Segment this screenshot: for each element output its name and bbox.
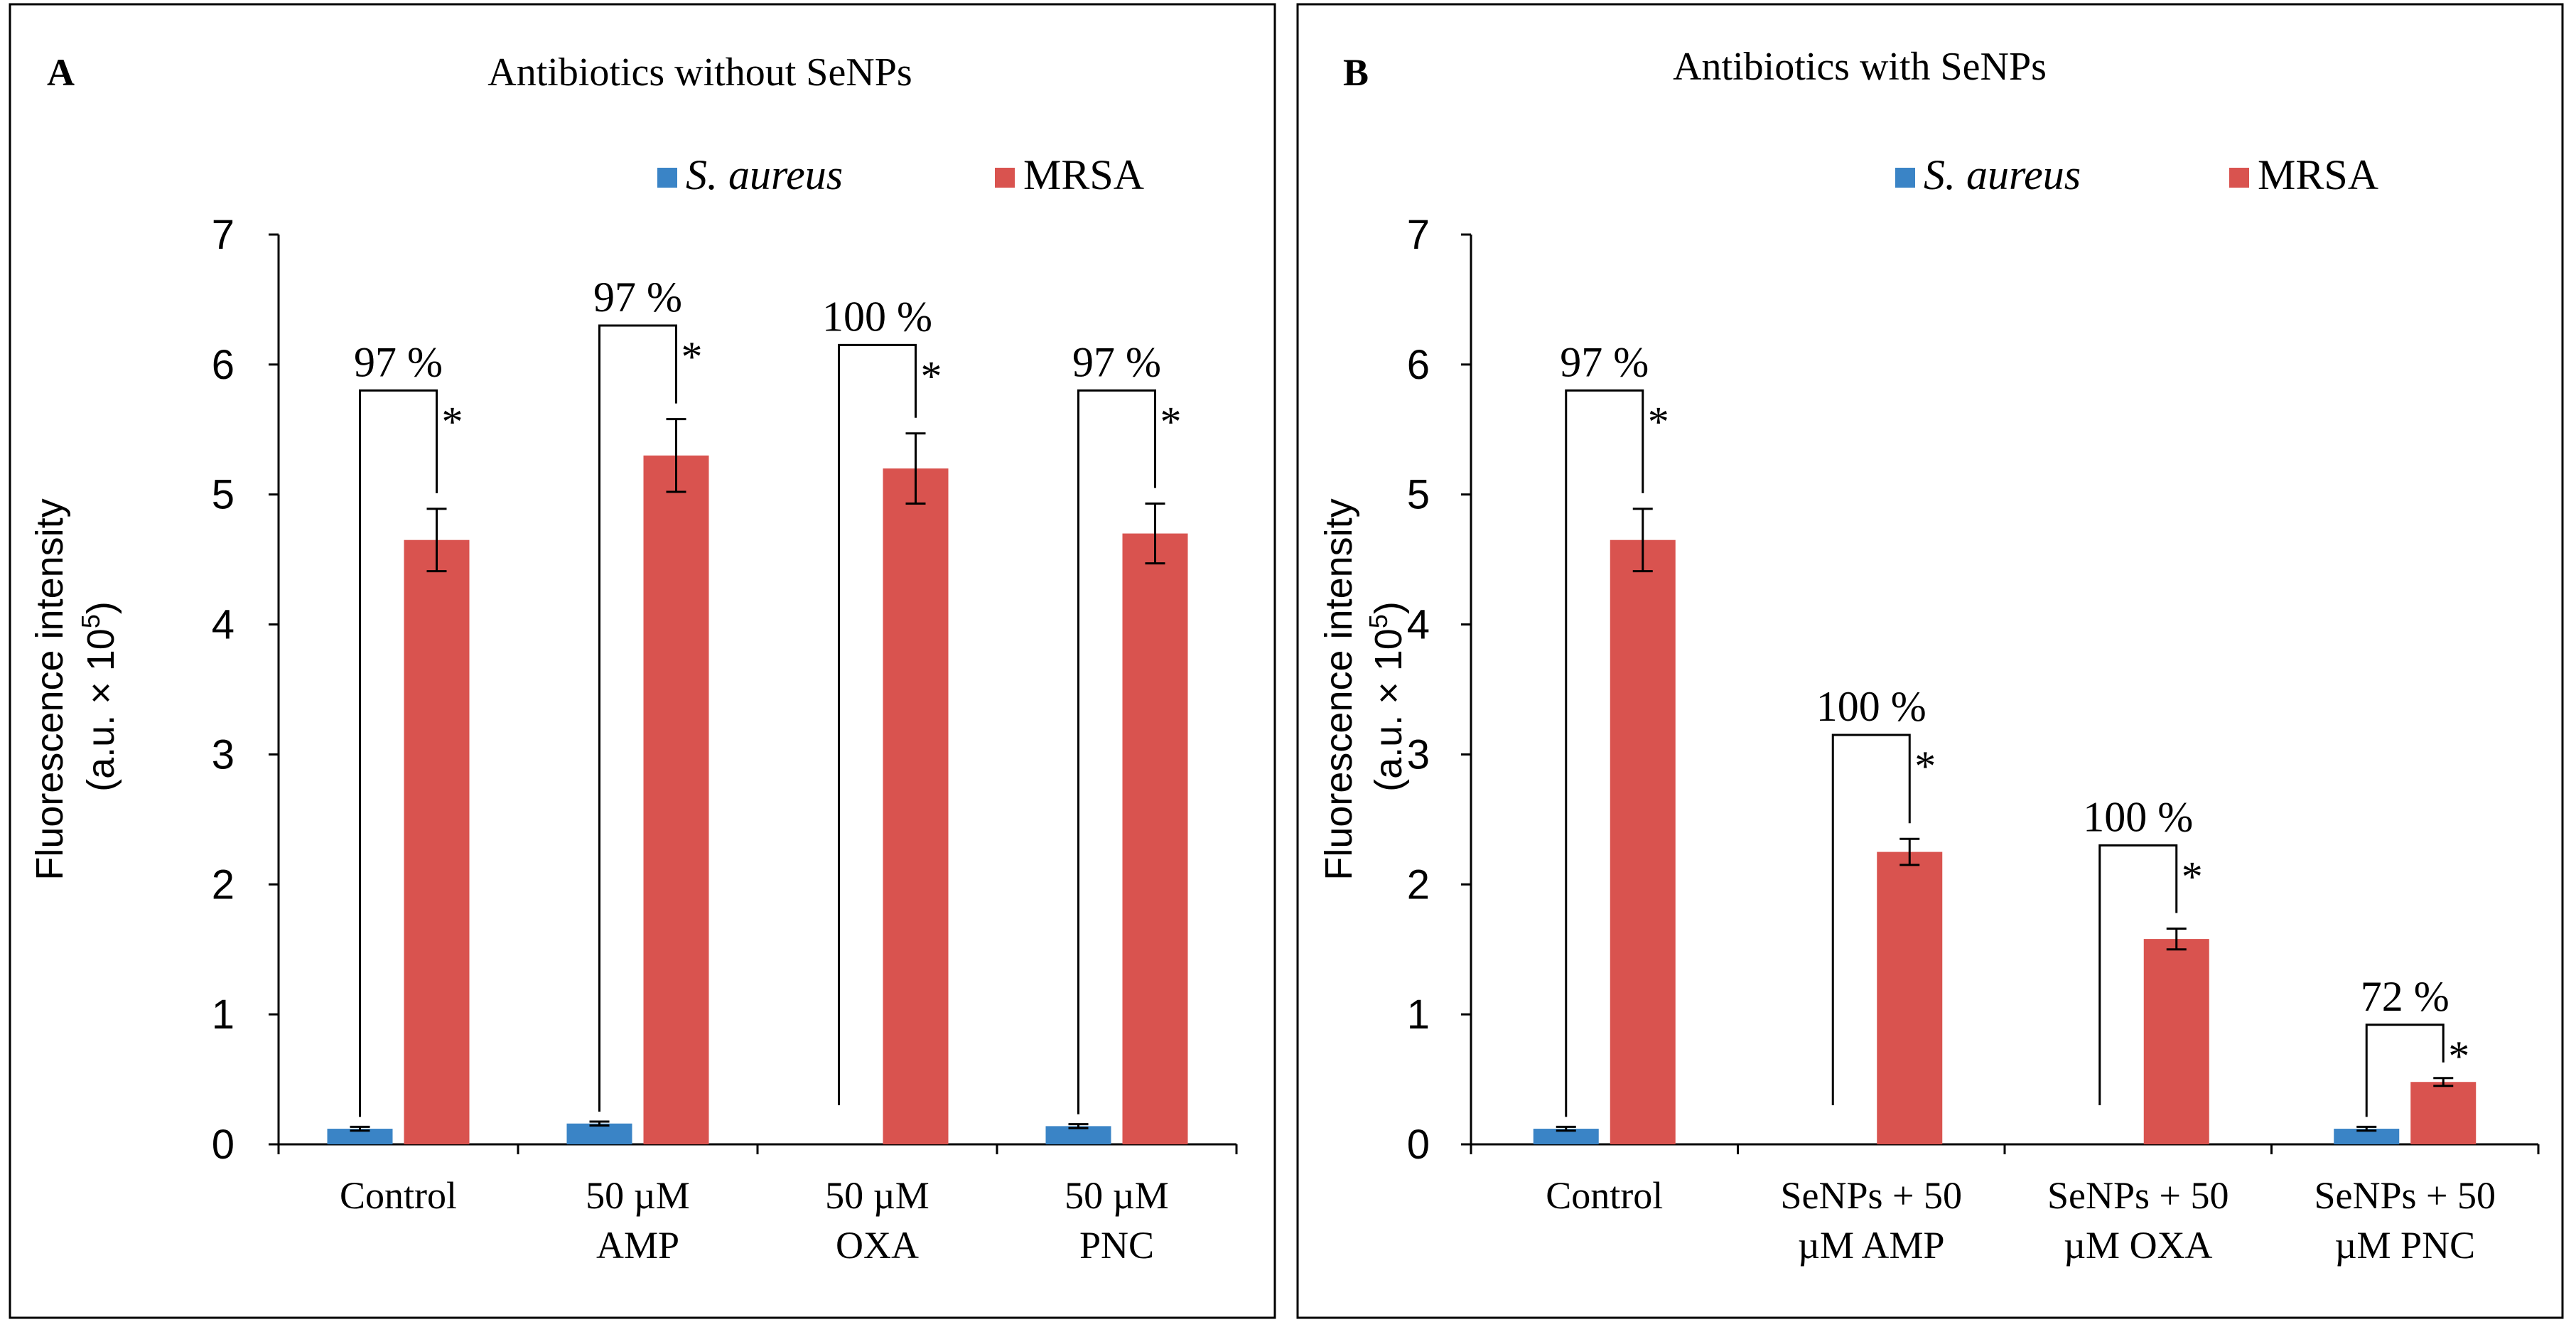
panel-a-percent-label: 97 % — [354, 338, 443, 385]
panel-a-bar-mrsa — [404, 539, 470, 1144]
panel-a-y-tick-label: 0 — [212, 1122, 235, 1168]
panel-b-bar-s-aureus — [2334, 1129, 2400, 1144]
panel-b-percent-label: 100 % — [2083, 793, 2193, 840]
panel-a-chart: A Antibiotics without SeNPs 0 1 2 3 4 5 6 7 Fluo… — [9, 3, 1276, 1319]
panel-a-category-label: AMP — [596, 1224, 679, 1267]
panel-a-bar-s-aureus — [566, 1123, 632, 1144]
panel-b-significance-star: * — [2448, 1033, 2469, 1080]
panel-a-legend-label-1: MRSA — [1023, 151, 1144, 198]
panel-b-significance-star: * — [2182, 853, 2203, 900]
panel-b-significance-star: * — [1914, 743, 1936, 790]
panel-b-bar-mrsa — [2143, 939, 2209, 1144]
panel-a-y-tick-label: 5 — [212, 472, 235, 518]
panel-a-bar-s-aureus — [1045, 1126, 1111, 1144]
panel-a-legend-label-0: S. aureus — [686, 151, 843, 198]
panel-a-significance-star: * — [1160, 398, 1182, 445]
panel-a-y-tick-label: 7 — [212, 212, 235, 258]
panel-b-y-axis-unit: (a.u. × 105) — [1364, 601, 1411, 792]
panel-a-category-label: OXA — [836, 1224, 919, 1267]
panel-a-significance-star: * — [681, 333, 703, 380]
panel-b-category-label: SeNPs + 50 — [1781, 1174, 1963, 1217]
panel-a-legend-swatch-0 — [657, 168, 677, 188]
panel-b-significance-bracket — [2365, 1024, 2445, 1117]
panel-b-y-tick-label: 4 — [1407, 602, 1430, 648]
panel-b-chart: B Antibiotics with SeNPs 0 1 2 3 4 5 6 7 Fluores… — [1296, 3, 2564, 1319]
panel-a-y-tick-label: 4 — [212, 602, 235, 648]
panel-a-significance-bracket — [598, 324, 677, 1112]
panel-b-legend-swatch-1 — [2229, 168, 2249, 188]
panel-b-category-label: SeNPs + 50 — [2047, 1174, 2229, 1217]
panel-b-y-tick-label: 5 — [1407, 472, 1430, 518]
panel-b-percent-label: 97 % — [1560, 338, 1649, 385]
panel-b-legend-label-1: MRSA — [2258, 151, 2378, 198]
panel-a-y-tick-label: 1 — [212, 992, 235, 1038]
panel-b-percent-label: 72 % — [2361, 973, 2450, 1020]
panel-a-y-axis-unit: (a.u. × 105) — [76, 601, 123, 792]
panel-a-category-label: 50 µM — [586, 1174, 690, 1217]
panel-a-category-label: Control — [340, 1174, 457, 1217]
panel-b-category-label: Control — [1546, 1174, 1663, 1217]
panel-a-title: Antibiotics without SeNPs — [487, 50, 912, 95]
panel-b-category-label: µM PNC — [2334, 1224, 2475, 1267]
panel-b-bar-mrsa — [1610, 539, 1676, 1144]
panel-a-bar-s-aureus — [327, 1129, 393, 1144]
panel-a-letter: A — [47, 51, 75, 94]
panel-a-bar-mrsa — [883, 468, 949, 1144]
panel-b-title: Antibiotics with SeNPs — [1673, 45, 2047, 89]
panel-b-y-axis-label: Fluorescence intensity — [1317, 498, 1360, 880]
panel-a-category-label: PNC — [1079, 1224, 1154, 1267]
panel-b-significance-bracket — [1565, 389, 1644, 1117]
panel-b-legend-swatch-0 — [1895, 168, 1915, 188]
panel-b-category-label: SeNPs + 50 — [2314, 1174, 2496, 1217]
panel-a-y-tick-label: 6 — [212, 342, 235, 388]
panel-b-significance-bracket — [1831, 734, 1911, 1105]
panel-a-percent-label: 97 % — [1072, 338, 1161, 385]
panel-b-y-tick-label: 3 — [1407, 731, 1430, 778]
panel-b-category-label: µM AMP — [1798, 1224, 1945, 1267]
panel-b-percent-label: 100 % — [1816, 683, 1926, 730]
panel-a-significance-star: * — [921, 353, 942, 399]
panel-b-letter: B — [1343, 51, 1369, 94]
panel-a-category-label: 50 µM — [1065, 1174, 1169, 1217]
panel-b-bar-s-aureus — [1533, 1129, 1599, 1144]
panel-a-y-tick-label: 2 — [212, 861, 235, 908]
panel-a-significance-bracket — [838, 343, 917, 1105]
panel-b-significance-bracket — [2098, 844, 2178, 1105]
panel-a-percent-label: 97 % — [593, 274, 682, 321]
panel-b-significance-star: * — [1648, 398, 1669, 445]
panel-b-y-tick-label: 1 — [1407, 992, 1430, 1038]
panel-a-significance-star: * — [442, 398, 463, 445]
panel-a-percent-label: 100 % — [822, 293, 932, 340]
panel-a-y-tick-label: 3 — [212, 731, 235, 778]
panel-b-bar-mrsa — [2410, 1082, 2477, 1144]
panel-b-y-tick-label: 2 — [1407, 861, 1430, 908]
panel-a-significance-bracket — [1077, 389, 1156, 1114]
panel-a-legend-swatch-1 — [995, 168, 1015, 188]
panel-a-category-label: 50 µM — [825, 1174, 929, 1217]
panel-b-bar-mrsa — [1877, 851, 1943, 1144]
panel-b-y-tick-label: 7 — [1407, 212, 1430, 258]
panel-b-y-tick-label: 6 — [1407, 342, 1430, 388]
panel-a-bar-mrsa — [643, 455, 709, 1144]
panel-a-frame — [9, 3, 1276, 1319]
panel-a-bar-mrsa — [1122, 533, 1188, 1144]
panel-b-legend-label-0: S. aureus — [1924, 151, 2081, 198]
panel-a-significance-bracket — [359, 389, 438, 1117]
panel-a-y-axis-label: Fluorescence intensity — [28, 498, 71, 880]
panel-b-y-tick-label: 0 — [1407, 1122, 1430, 1168]
panel-b-category-label: µM OXA — [2064, 1224, 2213, 1267]
